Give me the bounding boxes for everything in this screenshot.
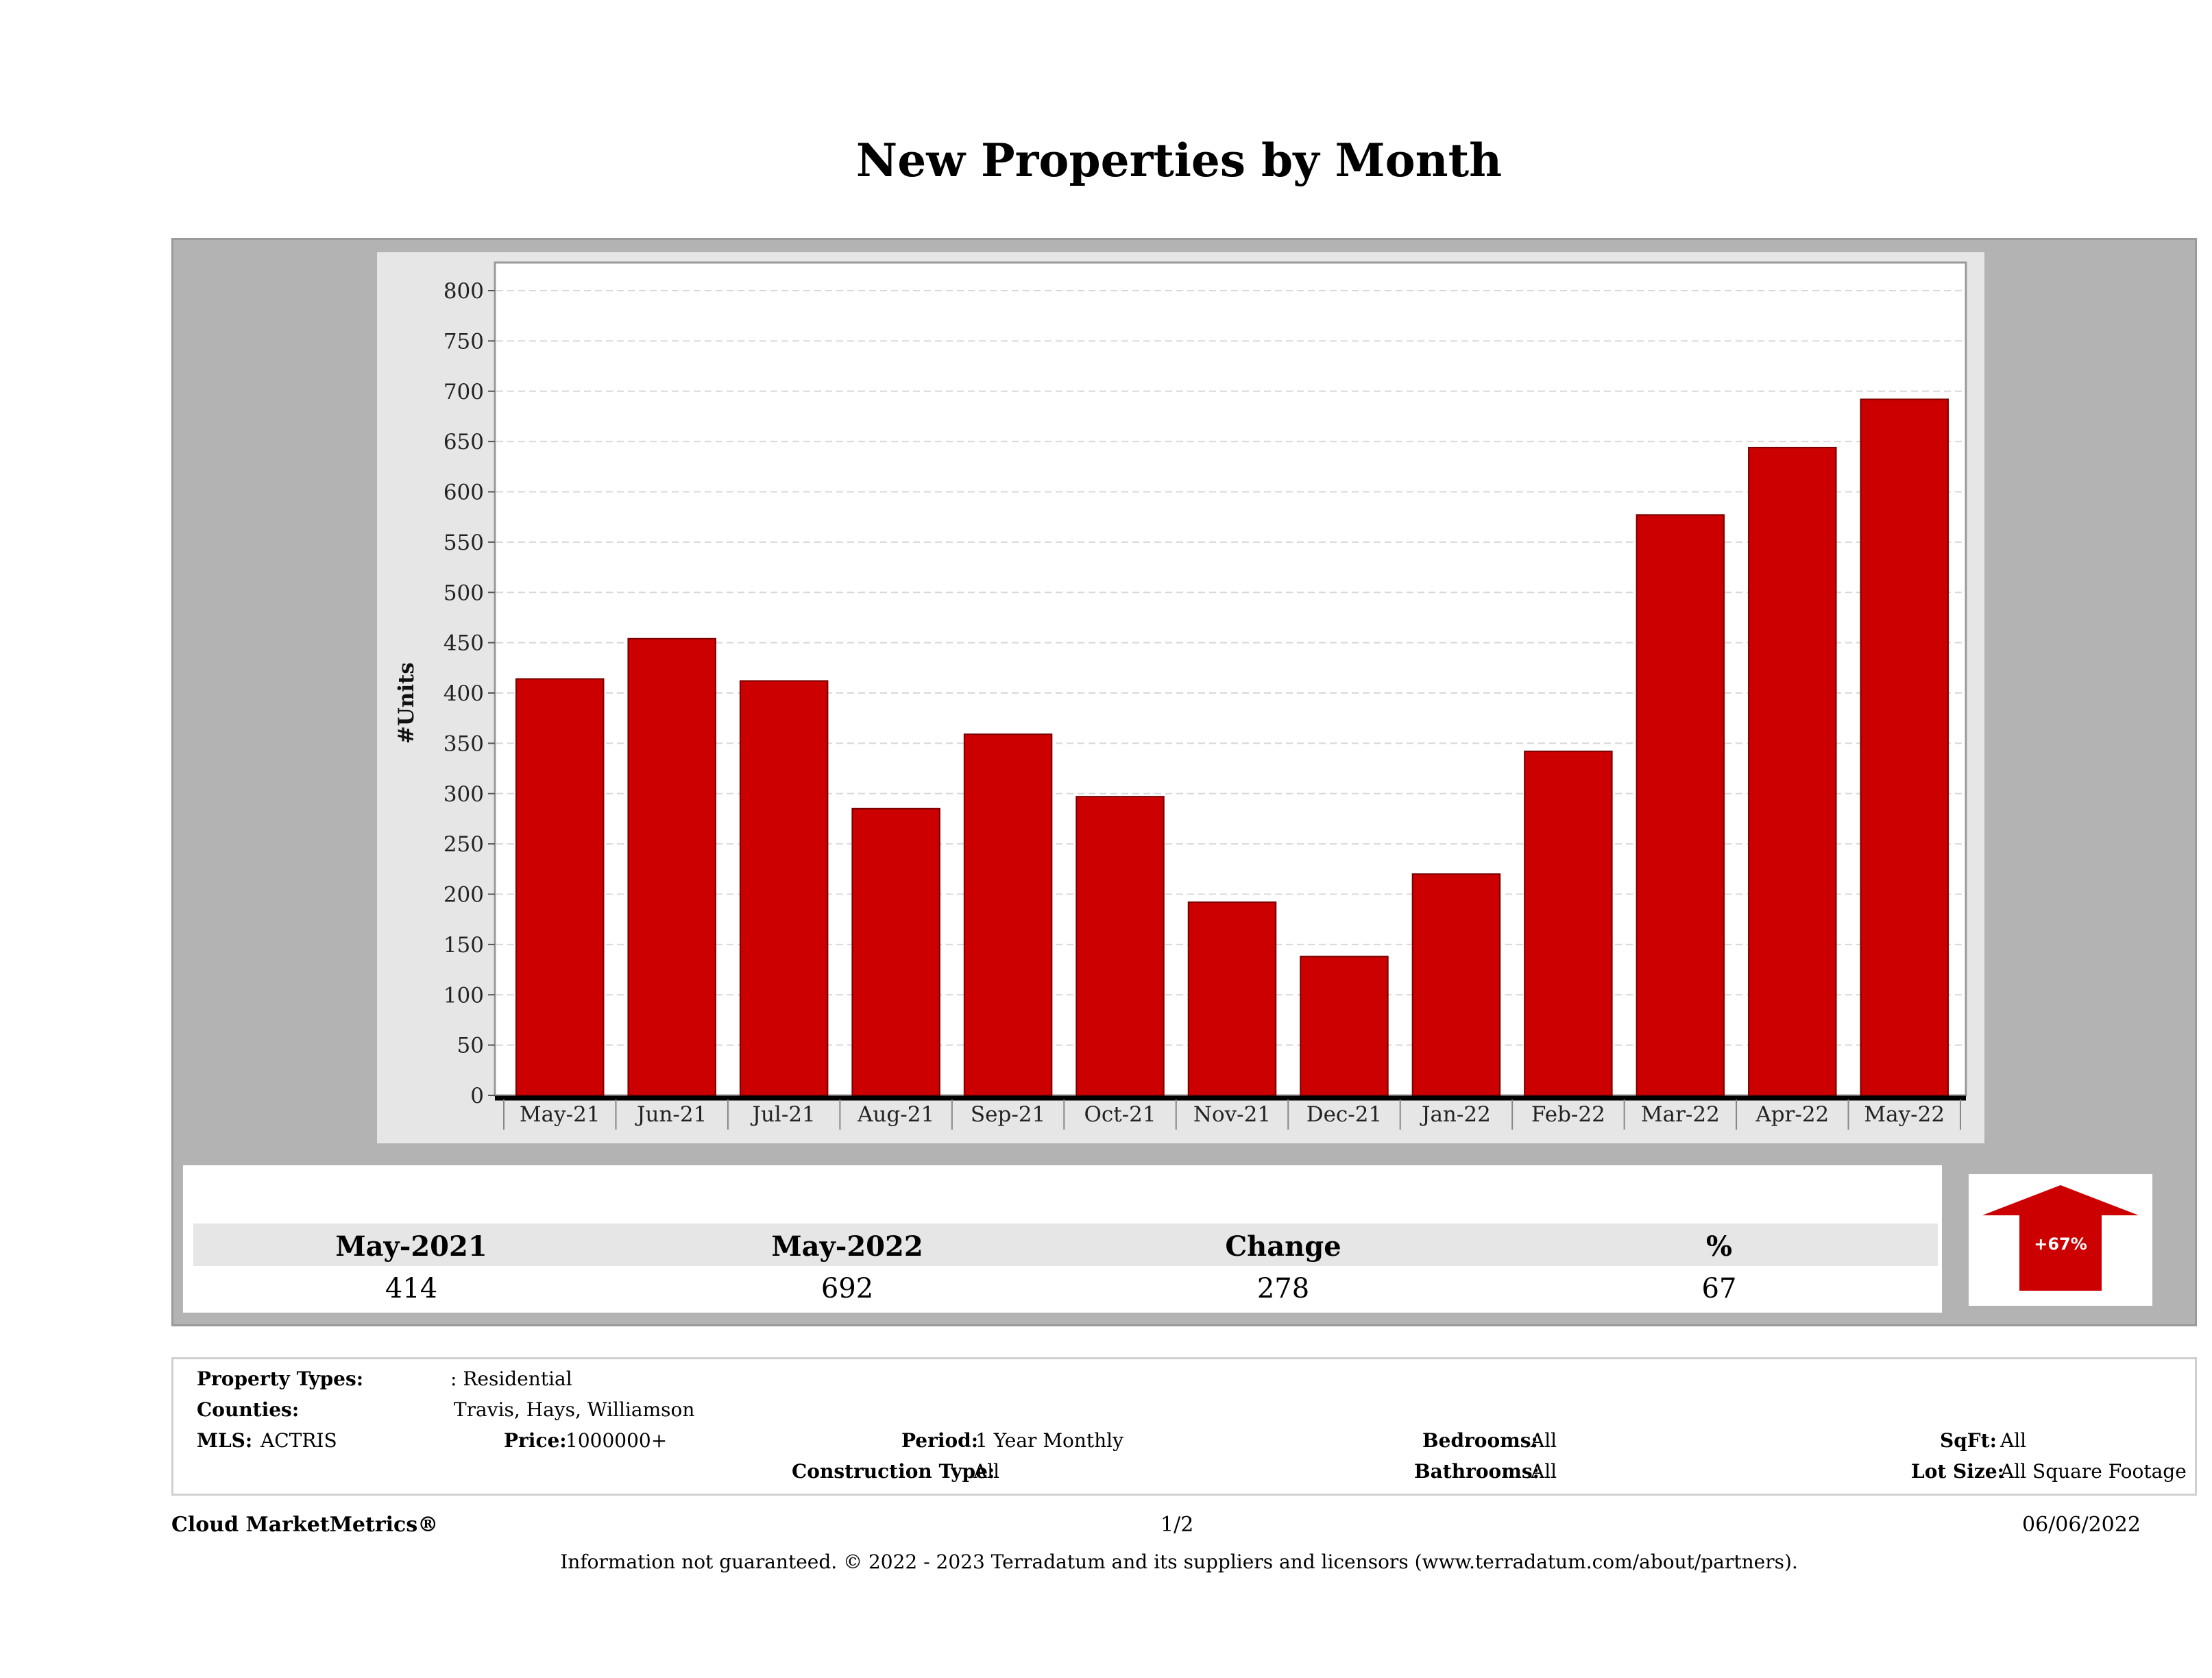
page-number: 1/2 xyxy=(1160,1513,1194,1537)
stats-value-row xyxy=(193,1268,1938,1308)
y-tick-label: 150 xyxy=(443,933,484,958)
y-tick-label: 350 xyxy=(443,731,484,756)
x-tick-label: Jun-21 xyxy=(635,1102,707,1127)
mls-label: MLS: xyxy=(197,1429,253,1452)
x-tick-label: Nov-21 xyxy=(1193,1102,1271,1127)
report-date: 06/06/2022 xyxy=(2022,1513,2141,1537)
bar-Jan-22 xyxy=(1411,873,1501,1097)
brand-name: Cloud MarketMetrics® xyxy=(171,1513,439,1537)
trend-arrow-box: +67% xyxy=(1969,1174,2152,1306)
bar-Nov-21 xyxy=(1187,901,1277,1096)
bar-Mar-22 xyxy=(1636,514,1725,1096)
filter-info-panel xyxy=(171,1357,2197,1496)
bar-chart: 0 50 100 150 200 250 300 350 400 450 500 550 600 650 7… xyxy=(394,261,1967,1130)
up-arrow-icon: +67% xyxy=(1982,1185,2139,1291)
y-tick-label: 400 xyxy=(443,681,484,706)
bar-May-21 xyxy=(515,678,605,1096)
bar-Sep-21 xyxy=(963,733,1053,1096)
trend-arrow-label: +67% xyxy=(2034,1235,2087,1254)
y-tick-label: 550 xyxy=(443,531,484,555)
x-tick-label: Feb-22 xyxy=(1531,1102,1605,1127)
y-tick-label: 250 xyxy=(443,832,484,857)
y-tick-label: 650 xyxy=(443,430,484,454)
bar-Apr-22 xyxy=(1748,446,1837,1096)
stat-header-end: May-2022 xyxy=(771,1230,923,1263)
property-types-label: Property Types: xyxy=(197,1367,364,1390)
x-tick-label: Dec-21 xyxy=(1306,1102,1382,1127)
y-tick-label: 450 xyxy=(443,631,484,656)
period-value: 1 Year Monthly xyxy=(975,1429,1123,1452)
stat-header-change: Change xyxy=(1225,1230,1341,1263)
lot-size-label: Lot Size: xyxy=(1911,1460,2004,1483)
stat-header-start: May-2021 xyxy=(335,1230,487,1263)
x-tick-label: Apr-22 xyxy=(1755,1102,1829,1127)
x-tick-label: Jul-21 xyxy=(751,1102,816,1127)
bar-Oct-21 xyxy=(1075,796,1165,1097)
stat-value-percent: 67 xyxy=(1701,1273,1737,1304)
counties-value: Travis, Hays, Williamson xyxy=(454,1398,695,1421)
stat-value-change: 278 xyxy=(1256,1273,1310,1304)
bathrooms-label: Bathrooms: xyxy=(1414,1460,1540,1483)
bedrooms-value: All xyxy=(1531,1429,1557,1452)
y-tick-label: 800 xyxy=(443,279,484,304)
x-tick-label: May-22 xyxy=(1864,1102,1945,1127)
y-tick-label: 0 xyxy=(470,1084,484,1108)
stat-value-start: 414 xyxy=(385,1273,438,1304)
x-tick-label: May-21 xyxy=(520,1102,600,1127)
y-tick-label: 100 xyxy=(443,983,484,1008)
y-tick-label: 200 xyxy=(443,883,484,908)
bar-Jun-21 xyxy=(627,637,716,1096)
bar-Dec-21 xyxy=(1300,956,1389,1096)
x-tick-label: Aug-21 xyxy=(857,1102,934,1127)
bar-Feb-22 xyxy=(1524,751,1613,1096)
x-tick-label: Sep-21 xyxy=(971,1102,1045,1127)
price-value: 1000000+ xyxy=(566,1429,668,1452)
y-tick-label: 750 xyxy=(443,329,484,354)
y-tick-label: 500 xyxy=(443,581,484,605)
bar-May-22 xyxy=(1860,398,1949,1097)
x-tick-label: Mar-22 xyxy=(1641,1102,1720,1127)
counties-label: Counties: xyxy=(197,1398,300,1421)
bedrooms-label: Bedrooms: xyxy=(1422,1429,1538,1452)
x-tick-label: Jan-22 xyxy=(1420,1102,1491,1127)
x-tick-label: Oct-21 xyxy=(1084,1102,1156,1127)
y-tick-label: 700 xyxy=(443,380,484,404)
stats-spacer xyxy=(193,1174,1938,1222)
lot-size-value: All Square Footage xyxy=(2000,1460,2187,1483)
stats-header-row xyxy=(193,1224,1938,1266)
bar-Jul-21 xyxy=(739,680,829,1096)
construction-type-value: All xyxy=(973,1460,1000,1483)
sqft-value: All xyxy=(2000,1429,2027,1452)
mls-value: ACTRIS xyxy=(260,1429,337,1452)
property-types-value: : Residential xyxy=(450,1367,572,1390)
price-label: Price: xyxy=(504,1429,567,1452)
page-title: New Properties by Month xyxy=(855,134,1503,187)
period-label: Period: xyxy=(901,1429,979,1452)
sqft-label: SqFt: xyxy=(1940,1429,1997,1452)
stat-header-percent: % xyxy=(1705,1230,1732,1263)
bathrooms-value: All xyxy=(1531,1460,1557,1483)
y-axis-label: #Units xyxy=(394,662,419,744)
bar-Aug-21 xyxy=(851,807,940,1096)
y-tick-label: 600 xyxy=(443,481,484,505)
stat-value-end: 692 xyxy=(821,1273,874,1304)
construction-type-label: Construction Type: xyxy=(792,1460,995,1483)
disclaimer: Information not guaranteed. © 2022 - 202… xyxy=(560,1551,1798,1573)
y-tick-label: 300 xyxy=(443,782,484,807)
y-tick-label: 50 xyxy=(457,1034,484,1058)
